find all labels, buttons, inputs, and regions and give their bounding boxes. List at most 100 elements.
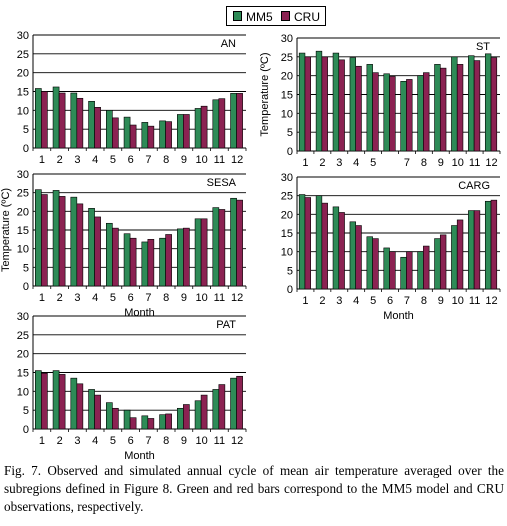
bar-mm5 [177, 407, 184, 430]
y-tick-label: 10 [17, 386, 29, 398]
x-tick-label: 1 [302, 295, 308, 307]
bar-cru [456, 64, 464, 152]
bar-cru [183, 227, 190, 287]
bar-cru [147, 239, 155, 287]
bar-cru [112, 227, 119, 287]
bar-cru [321, 202, 328, 290]
panel-title: SESA [207, 177, 237, 189]
bar-mm5 [451, 225, 458, 290]
bar-mm5 [383, 247, 390, 290]
bar-cru [355, 225, 362, 290]
y-tick-label: 30 [281, 172, 293, 184]
bar-cru [200, 218, 208, 287]
bar-cru [94, 107, 101, 149]
bar-mm5 [383, 73, 390, 152]
bar-mm5 [159, 414, 166, 430]
x-tick-label: 6 [387, 295, 393, 307]
y-tick-label: 10 [281, 247, 293, 259]
x-tick-label: 9 [438, 295, 444, 307]
x-tick-label: 7 [145, 292, 151, 304]
bar-mm5 [194, 108, 202, 149]
bar-mm5 [315, 50, 323, 152]
bar-cru [200, 394, 208, 430]
x-tick-label: 10 [196, 292, 208, 304]
y-tick-label: 5 [23, 405, 29, 417]
bar-cru [76, 383, 84, 430]
y-tick-label: 10 [281, 108, 293, 120]
bar-cru [423, 245, 430, 290]
bar-mm5 [230, 93, 237, 149]
x-tick-label: 4 [353, 157, 359, 169]
bar-cru [58, 374, 66, 430]
bar-cru [473, 210, 481, 290]
bar-cru [218, 209, 226, 287]
bar-mm5 [298, 52, 306, 152]
x-tick-label: 9 [181, 435, 187, 447]
bar-cru [338, 59, 345, 152]
bar-mm5 [484, 53, 492, 152]
y-tick-label: 5 [287, 265, 293, 277]
bar-cru [473, 60, 481, 152]
x-tick-label: 2 [319, 157, 325, 169]
bar-mm5 [141, 415, 149, 430]
legend-label-cru: CRU [294, 10, 320, 24]
bar-cru [147, 125, 155, 149]
bar-cru [304, 56, 312, 152]
bar-cru [112, 407, 119, 430]
bar-cru [439, 234, 447, 290]
y-tick-label: 0 [287, 284, 293, 296]
panel-title: ST [476, 41, 490, 53]
y-tick-label: 10 [17, 105, 29, 117]
bar-mm5 [194, 218, 202, 287]
x-tick-label: 2 [57, 292, 63, 304]
bar-cru [183, 114, 190, 149]
bar-cru [200, 105, 208, 149]
bar-cru [41, 372, 48, 430]
y-tick-label: 30 [17, 311, 29, 323]
x-tick-label: 3 [74, 154, 80, 166]
bar-mm5 [35, 88, 42, 149]
x-axis-label: Month [383, 310, 414, 322]
y-tick-label: 0 [23, 424, 29, 436]
x-tick-label: 11 [469, 295, 480, 307]
x-tick-label: 5 [110, 435, 116, 447]
bar-mm5 [52, 370, 60, 430]
bar-cru [338, 212, 345, 290]
x-tick-label: 6 [128, 154, 134, 166]
bar-mm5 [212, 207, 220, 287]
y-tick-label: 25 [17, 330, 29, 342]
bar-cru [372, 72, 379, 152]
bar-cru [490, 199, 498, 290]
x-tick-label: 4 [92, 292, 98, 304]
x-tick-label: 2 [319, 295, 325, 307]
x-tick-label: 7 [145, 435, 151, 447]
x-tick-label: 5 [370, 157, 376, 169]
x-axis-label: Month [124, 450, 155, 462]
x-tick-label: 12 [231, 292, 243, 304]
legend: MM5 CRU [226, 6, 326, 26]
bar-cru [183, 404, 190, 430]
x-tick-label: 12 [231, 154, 243, 166]
x-tick-label: 4 [353, 295, 359, 307]
bar-mm5 [70, 196, 78, 287]
x-tick-label: 3 [74, 292, 80, 304]
bar-cru [406, 79, 413, 152]
y-tick-label: 25 [17, 49, 29, 61]
bar-mm5 [212, 99, 220, 149]
y-tick-label: 5 [287, 127, 293, 139]
x-tick-label: 12 [485, 157, 497, 169]
bar-mm5 [35, 370, 42, 430]
x-tick-label: 10 [452, 157, 464, 169]
bar-mm5 [451, 56, 458, 152]
bar-mm5 [468, 55, 475, 152]
x-tick-label: 7 [404, 157, 410, 169]
bar-cru [41, 91, 48, 149]
bar-cru [456, 219, 464, 290]
bar-mm5 [366, 64, 373, 152]
bar-mm5 [106, 110, 113, 149]
bar-mm5 [230, 377, 237, 430]
x-tick-label: 8 [163, 435, 169, 447]
